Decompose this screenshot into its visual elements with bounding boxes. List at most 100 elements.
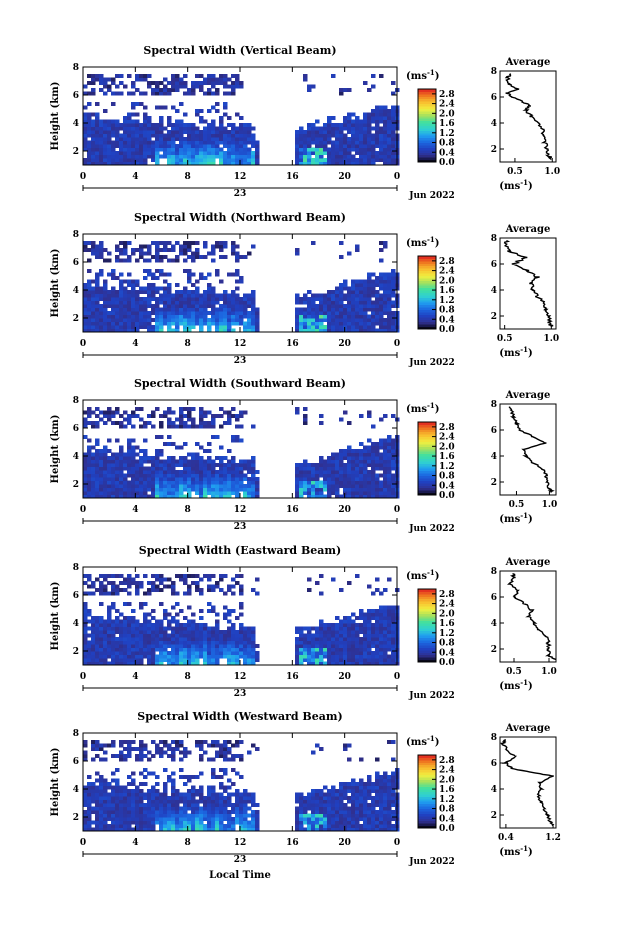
unit-base: (ms — [499, 681, 520, 692]
heatmap-cell — [311, 84, 316, 89]
heatmap-cell — [95, 130, 100, 134]
heatmap-cell — [383, 147, 388, 152]
heatmap-cell — [139, 484, 144, 488]
heatmap-cell — [215, 647, 220, 652]
heatmap-cell — [103, 109, 108, 113]
heatmap-cell — [231, 647, 236, 652]
heatmap-cell — [103, 623, 108, 627]
heatmap-cell — [183, 144, 188, 148]
heatmap-cell — [363, 623, 368, 627]
heatmap-cell — [239, 116, 244, 120]
heatmap-cell — [143, 747, 148, 751]
heatmap-cell — [319, 318, 324, 322]
heatmap-cell — [351, 137, 356, 141]
heatmap-cell — [83, 147, 88, 152]
heatmap-cell — [351, 612, 356, 617]
heatmap-cell — [211, 647, 216, 652]
heatmap-cell — [391, 612, 396, 617]
heatmap-cell — [103, 154, 108, 159]
heatmap-cell — [371, 654, 376, 659]
heatmap-cell — [163, 286, 168, 291]
heatmap-cell — [135, 820, 140, 825]
heatmap-cell — [355, 640, 360, 645]
heatmap-cell — [379, 311, 384, 315]
heatmap-cell — [335, 651, 340, 655]
heatmap-cell — [327, 463, 332, 467]
heatmap-cell — [235, 574, 240, 578]
heatmap-cell — [227, 410, 232, 415]
heatmap-cell — [239, 276, 244, 280]
heatmap-cell — [223, 470, 228, 474]
heatmap-cell — [87, 154, 92, 159]
heatmap-cell — [123, 123, 128, 127]
heatmap-cell — [355, 494, 360, 499]
heatmap-cell — [303, 154, 308, 159]
heatmap-cell — [379, 147, 384, 152]
heatmap-cell — [87, 147, 92, 152]
heatmap-cell — [355, 248, 360, 252]
heatmap-cell — [131, 154, 136, 159]
heatmap-cell — [191, 290, 196, 294]
heatmap-cell — [127, 754, 132, 758]
heatmap-cell — [175, 137, 180, 141]
heatmap-cell — [183, 473, 188, 478]
heatmap-cell — [383, 325, 388, 329]
heatmap-cell — [227, 161, 232, 166]
heatmap-cell — [179, 491, 184, 495]
heatmap-cell — [371, 633, 376, 638]
colorbar-tick-label: 0.4 — [439, 315, 455, 325]
heatmap-cell — [347, 459, 352, 464]
heatmap-cell — [247, 644, 252, 648]
colorbar-segment — [418, 482, 436, 486]
heatmap-cell — [187, 588, 192, 592]
heatmap-cell — [135, 626, 140, 631]
heatmap-cell — [155, 470, 160, 474]
heatmap-cell — [379, 647, 384, 652]
heatmap-cell — [191, 574, 196, 578]
heatmap-cell — [163, 647, 168, 652]
heatmap-cell — [319, 651, 324, 655]
heatmap-cell — [195, 647, 200, 652]
heatmap-cell — [155, 466, 160, 471]
heatmap-cell — [211, 661, 216, 666]
heatmap-cell — [379, 126, 384, 131]
heatmap-cell — [155, 813, 160, 818]
heatmap-cell — [199, 477, 204, 481]
heatmap-cell — [131, 633, 136, 638]
heatmap-cell — [211, 473, 216, 478]
heatmap-cell — [147, 421, 152, 425]
heatmap-cell — [167, 241, 172, 245]
heatmap-cell — [367, 112, 372, 117]
heatmap-cell — [95, 272, 100, 277]
colorbar-segment — [418, 314, 436, 318]
heatmap-cell — [299, 130, 304, 134]
heatmap-cell — [123, 456, 128, 460]
heatmap-cell — [131, 470, 136, 474]
heatmap-cell — [227, 116, 232, 120]
heatmap-cell — [307, 644, 312, 648]
heatmap-cell — [87, 279, 92, 284]
y-tick-label: 2 — [73, 147, 79, 157]
heatmap-cell — [139, 290, 144, 294]
heatmap-cell — [239, 147, 244, 152]
heatmap-cell — [315, 321, 320, 326]
heatmap-cell — [223, 293, 228, 298]
heatmap-cell — [215, 612, 220, 617]
heatmap-cell — [339, 647, 344, 652]
heatmap-cell — [103, 813, 108, 818]
heatmap-cell — [207, 651, 212, 655]
heatmap-cell — [119, 630, 124, 634]
heatmap-cell — [103, 647, 108, 652]
heatmap-cell — [123, 651, 128, 655]
heatmap-cell — [191, 137, 196, 141]
heatmap-cell — [315, 644, 320, 648]
heatmap-cell — [183, 91, 188, 96]
heatmap-cell — [139, 321, 144, 326]
heatmap-cell — [327, 456, 332, 460]
heatmap-cell — [187, 244, 192, 249]
heatmap-cell — [187, 473, 192, 478]
heatmap-cell — [235, 581, 240, 585]
heatmap-cell — [319, 623, 324, 627]
heatmap-cell — [191, 473, 196, 478]
heatmap-cell — [219, 147, 224, 152]
